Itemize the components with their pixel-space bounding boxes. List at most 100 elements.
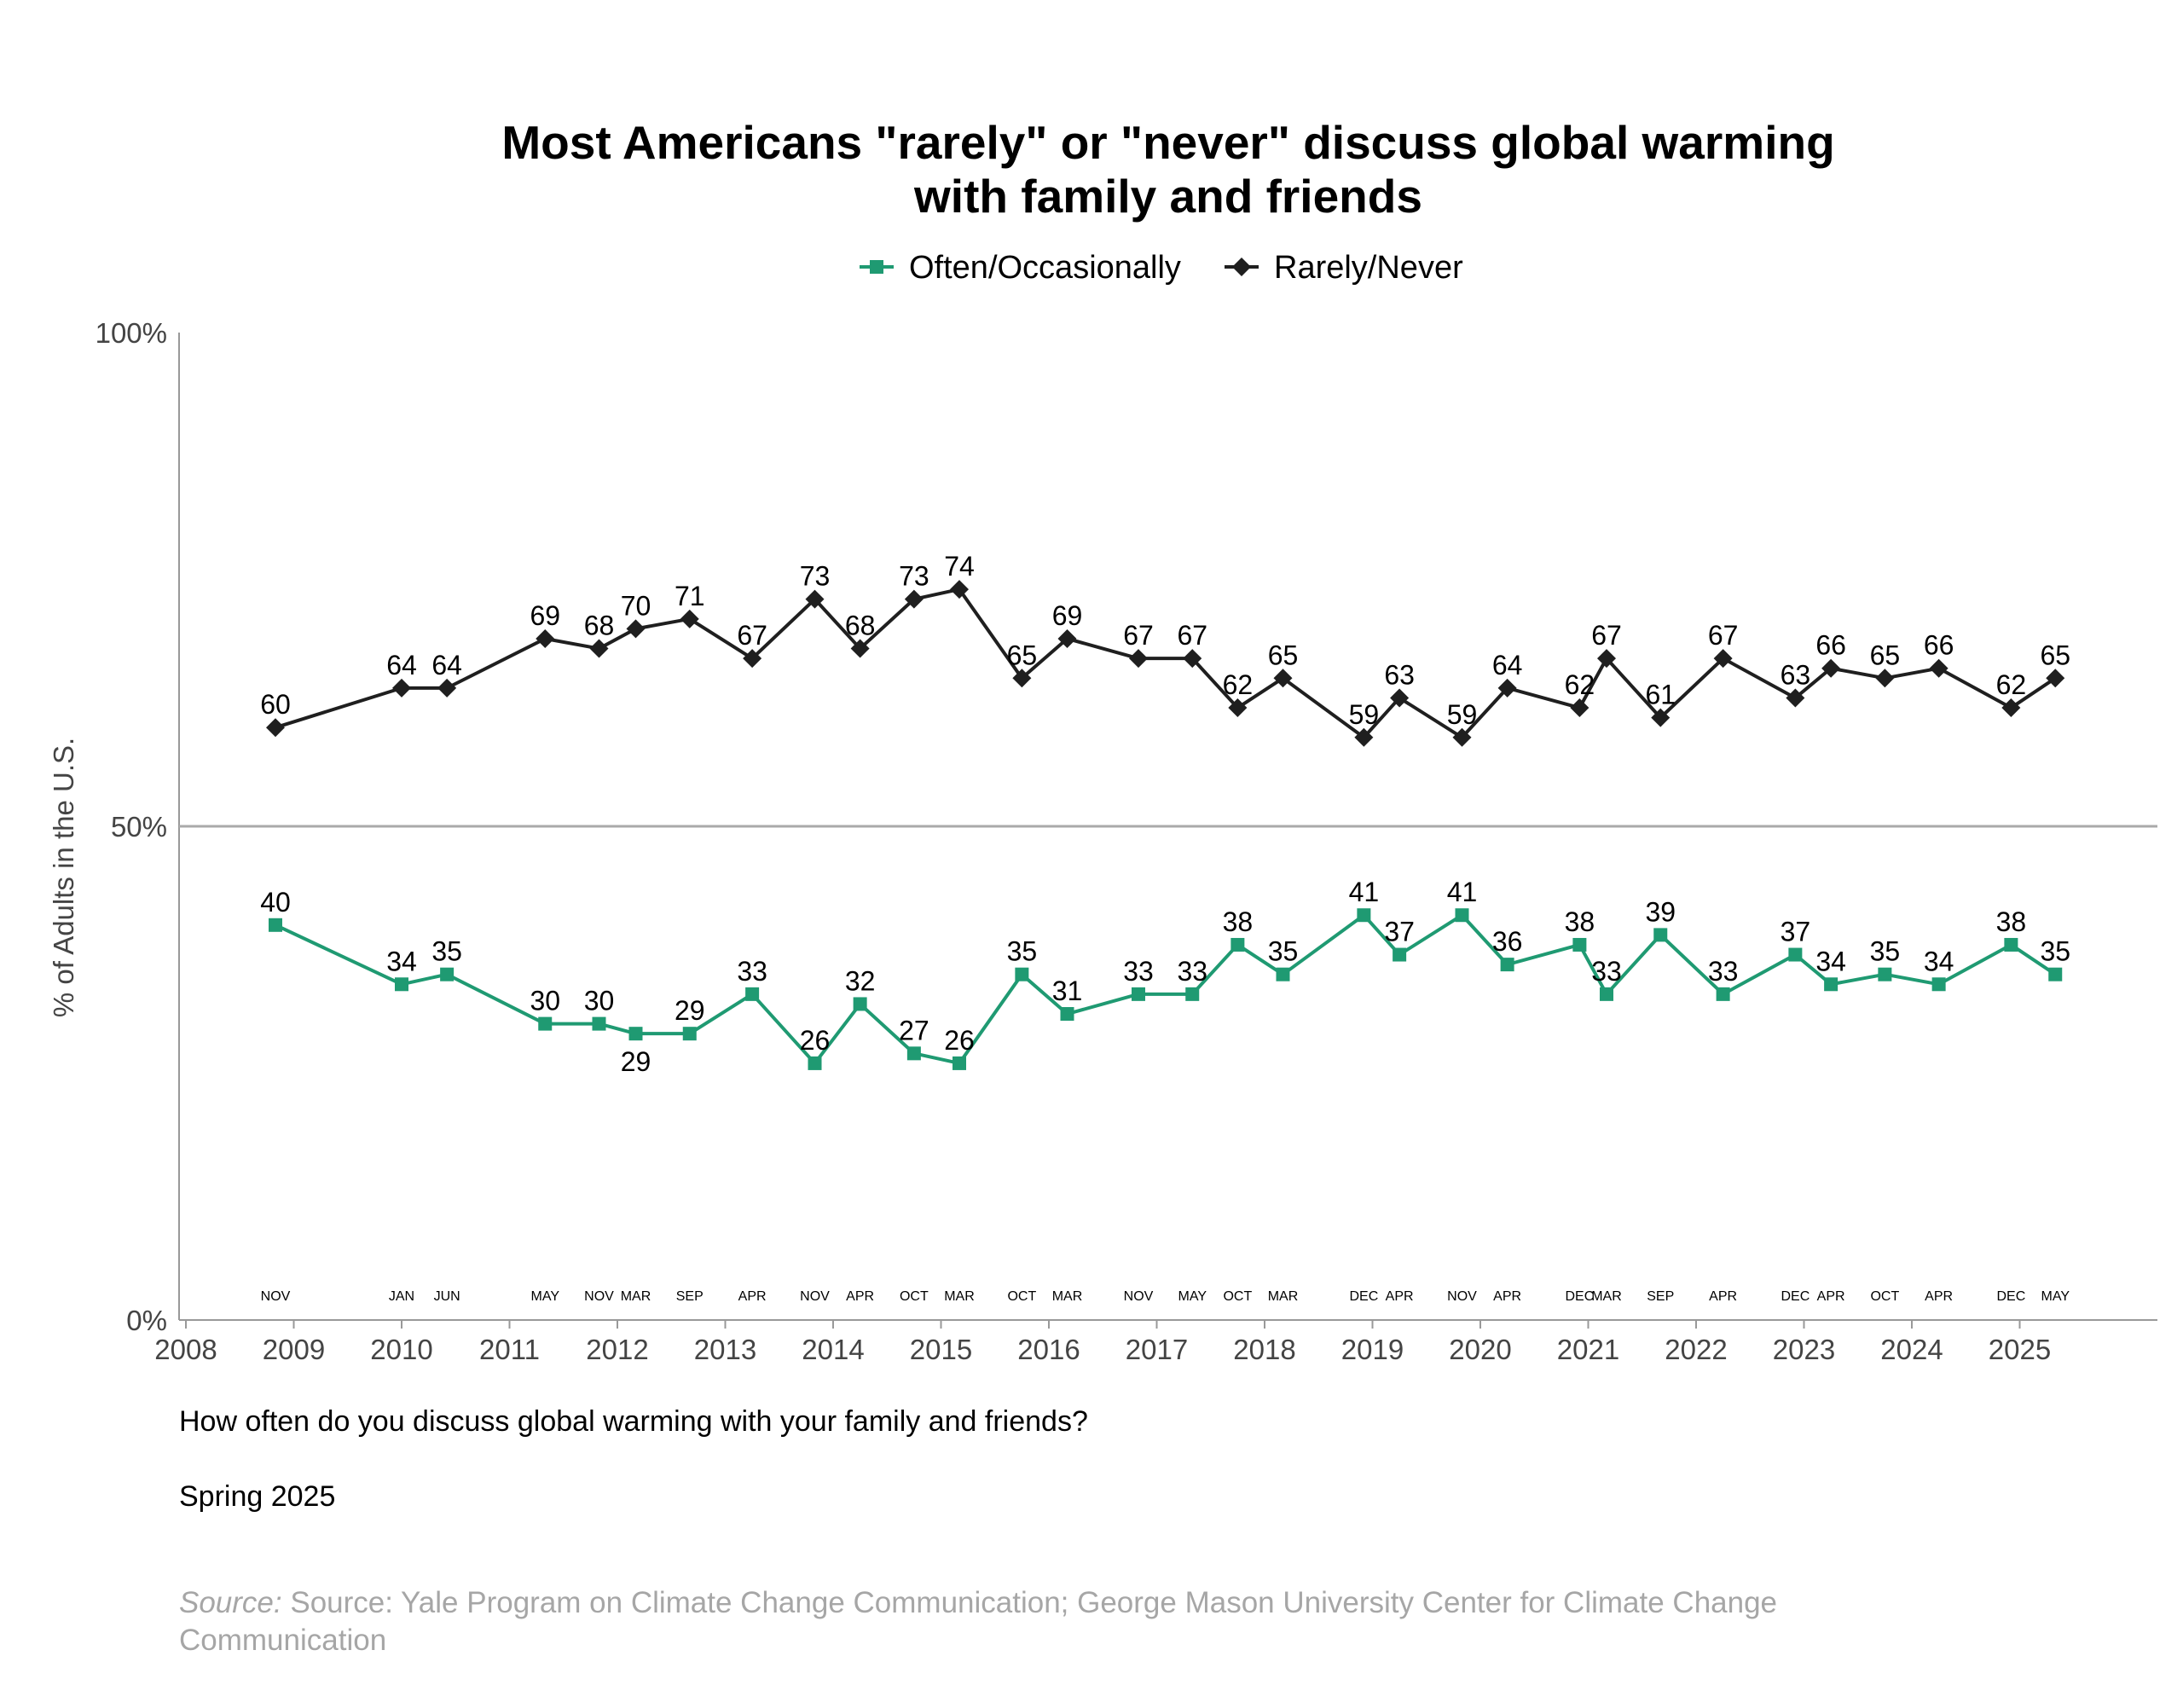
data-point-square xyxy=(1015,967,1029,981)
data-point-diamond xyxy=(1497,678,1517,698)
x-tick-label: 2021 xyxy=(1557,1334,1619,1365)
month-label: APR xyxy=(846,1289,874,1304)
data-label: 64 xyxy=(386,650,417,680)
data-point-diamond xyxy=(1713,649,1733,669)
data-label: 70 xyxy=(621,590,651,621)
x-tick-label: 2022 xyxy=(1665,1334,1727,1365)
chart-legend: Often/Occasionally Rarely/Never xyxy=(860,250,1463,286)
data-point-square xyxy=(2048,967,2063,981)
x-tick-label: 2018 xyxy=(1233,1334,1295,1365)
data-point-square xyxy=(1878,967,1892,981)
x-tick-label: 2011 xyxy=(479,1334,540,1365)
y-tick-label: 0% xyxy=(126,1305,167,1336)
data-label: 67 xyxy=(1123,620,1154,651)
data-label: 38 xyxy=(1996,906,2027,937)
data-point-square xyxy=(592,1016,606,1031)
data-label: 67 xyxy=(1177,620,1207,651)
data-point-square xyxy=(628,1027,643,1041)
data-label: 74 xyxy=(944,551,975,582)
chart-title: Most Americans "rarely" or "never" discu… xyxy=(501,116,1834,223)
data-label: 69 xyxy=(530,600,560,631)
data-label: 59 xyxy=(1349,699,1380,730)
x-tick-label: 2023 xyxy=(1773,1334,1835,1365)
month-label: JAN xyxy=(389,1289,414,1304)
question-note: How often do you discuss global warming … xyxy=(179,1405,1088,1438)
x-tick-label: 2008 xyxy=(154,1334,217,1365)
data-point-diamond xyxy=(1273,669,1293,688)
x-tick-label: 2013 xyxy=(694,1334,756,1365)
month-label: APR xyxy=(738,1289,767,1304)
data-point-square xyxy=(1060,1007,1074,1022)
month-label: APR xyxy=(1817,1289,1845,1304)
month-label: APR xyxy=(1493,1289,1521,1304)
data-label: 59 xyxy=(1447,699,1478,730)
period-note: Spring 2025 xyxy=(179,1480,336,1513)
chart-series xyxy=(265,580,2065,1070)
chart-axes: 0% 50% 100% 2008 2009 2010 2011 2012 2013 2014 201… xyxy=(48,317,2157,1365)
data-point-square xyxy=(1824,977,1838,992)
y-tick-label: 50% xyxy=(111,811,167,842)
y-axis-label: % of Adults in the U.S. xyxy=(48,738,79,1017)
data-point-diamond xyxy=(950,580,970,599)
data-label: 65 xyxy=(2040,640,2070,670)
data-label: 34 xyxy=(386,946,417,976)
month-label: DEC xyxy=(1349,1289,1378,1304)
data-point-square xyxy=(1500,958,1514,972)
data-point-diamond xyxy=(1570,698,1589,718)
data-point-diamond xyxy=(1651,708,1671,727)
data-label: 38 xyxy=(1565,906,1595,937)
data-point-diamond xyxy=(1183,649,1202,669)
data-label: 41 xyxy=(1447,877,1478,907)
data-point-diamond xyxy=(536,628,555,648)
data-label: 67 xyxy=(1708,620,1739,651)
data-point-diamond xyxy=(1786,688,1805,708)
data-label: 37 xyxy=(1781,917,1811,947)
data-label: 29 xyxy=(621,1046,651,1077)
data-label: 35 xyxy=(1007,936,1038,967)
month-label: OCT xyxy=(900,1289,929,1304)
data-label: 66 xyxy=(1924,630,1954,661)
data-point-square xyxy=(1393,947,1407,962)
data-point-diamond xyxy=(850,639,870,658)
month-label: SEP xyxy=(1647,1289,1674,1304)
legend-marker-diamond xyxy=(1232,258,1251,276)
data-point-square xyxy=(953,1056,967,1070)
data-label: 26 xyxy=(944,1025,975,1056)
data-point-square xyxy=(1357,908,1371,923)
data-point-diamond xyxy=(1012,669,1032,688)
series-line xyxy=(275,588,2057,739)
data-point-diamond xyxy=(265,718,285,738)
month-label: DEC xyxy=(1565,1289,1594,1304)
data-label: 30 xyxy=(584,986,615,1016)
data-point-diamond xyxy=(1128,649,1148,669)
data-label: 41 xyxy=(1349,877,1380,907)
month-label: OCT xyxy=(1223,1289,1252,1304)
data-label: 65 xyxy=(1870,640,1901,670)
x-tick-label: 2012 xyxy=(586,1334,648,1365)
month-label: MAY xyxy=(1178,1289,1207,1304)
chart-title-line: with family and friends xyxy=(913,170,1422,223)
data-label: 64 xyxy=(431,650,462,680)
data-label: 29 xyxy=(675,995,705,1026)
data-label: 33 xyxy=(737,956,767,987)
series-line xyxy=(275,913,2057,1065)
data-point-diamond xyxy=(2046,669,2065,688)
data-point-diamond xyxy=(1875,669,1895,688)
data-label: 60 xyxy=(260,689,291,720)
data-label: 31 xyxy=(1052,976,1083,1006)
data-point-square xyxy=(1653,928,1668,942)
chart-title-line: Most Americans "rarely" or "never" discu… xyxy=(501,116,1834,169)
data-point-diamond xyxy=(589,639,609,658)
data-label: 68 xyxy=(584,611,615,641)
data-point-square xyxy=(1788,947,1803,962)
data-label: 26 xyxy=(800,1025,831,1056)
data-point-square xyxy=(538,1016,553,1031)
data-point-diamond xyxy=(437,678,457,698)
legend-label: Often/Occasionally xyxy=(909,250,1181,286)
data-label: 62 xyxy=(1996,669,2027,700)
month-label: MAR xyxy=(621,1289,651,1304)
data-label: 34 xyxy=(1924,946,1954,976)
data-point-diamond xyxy=(1452,727,1472,747)
